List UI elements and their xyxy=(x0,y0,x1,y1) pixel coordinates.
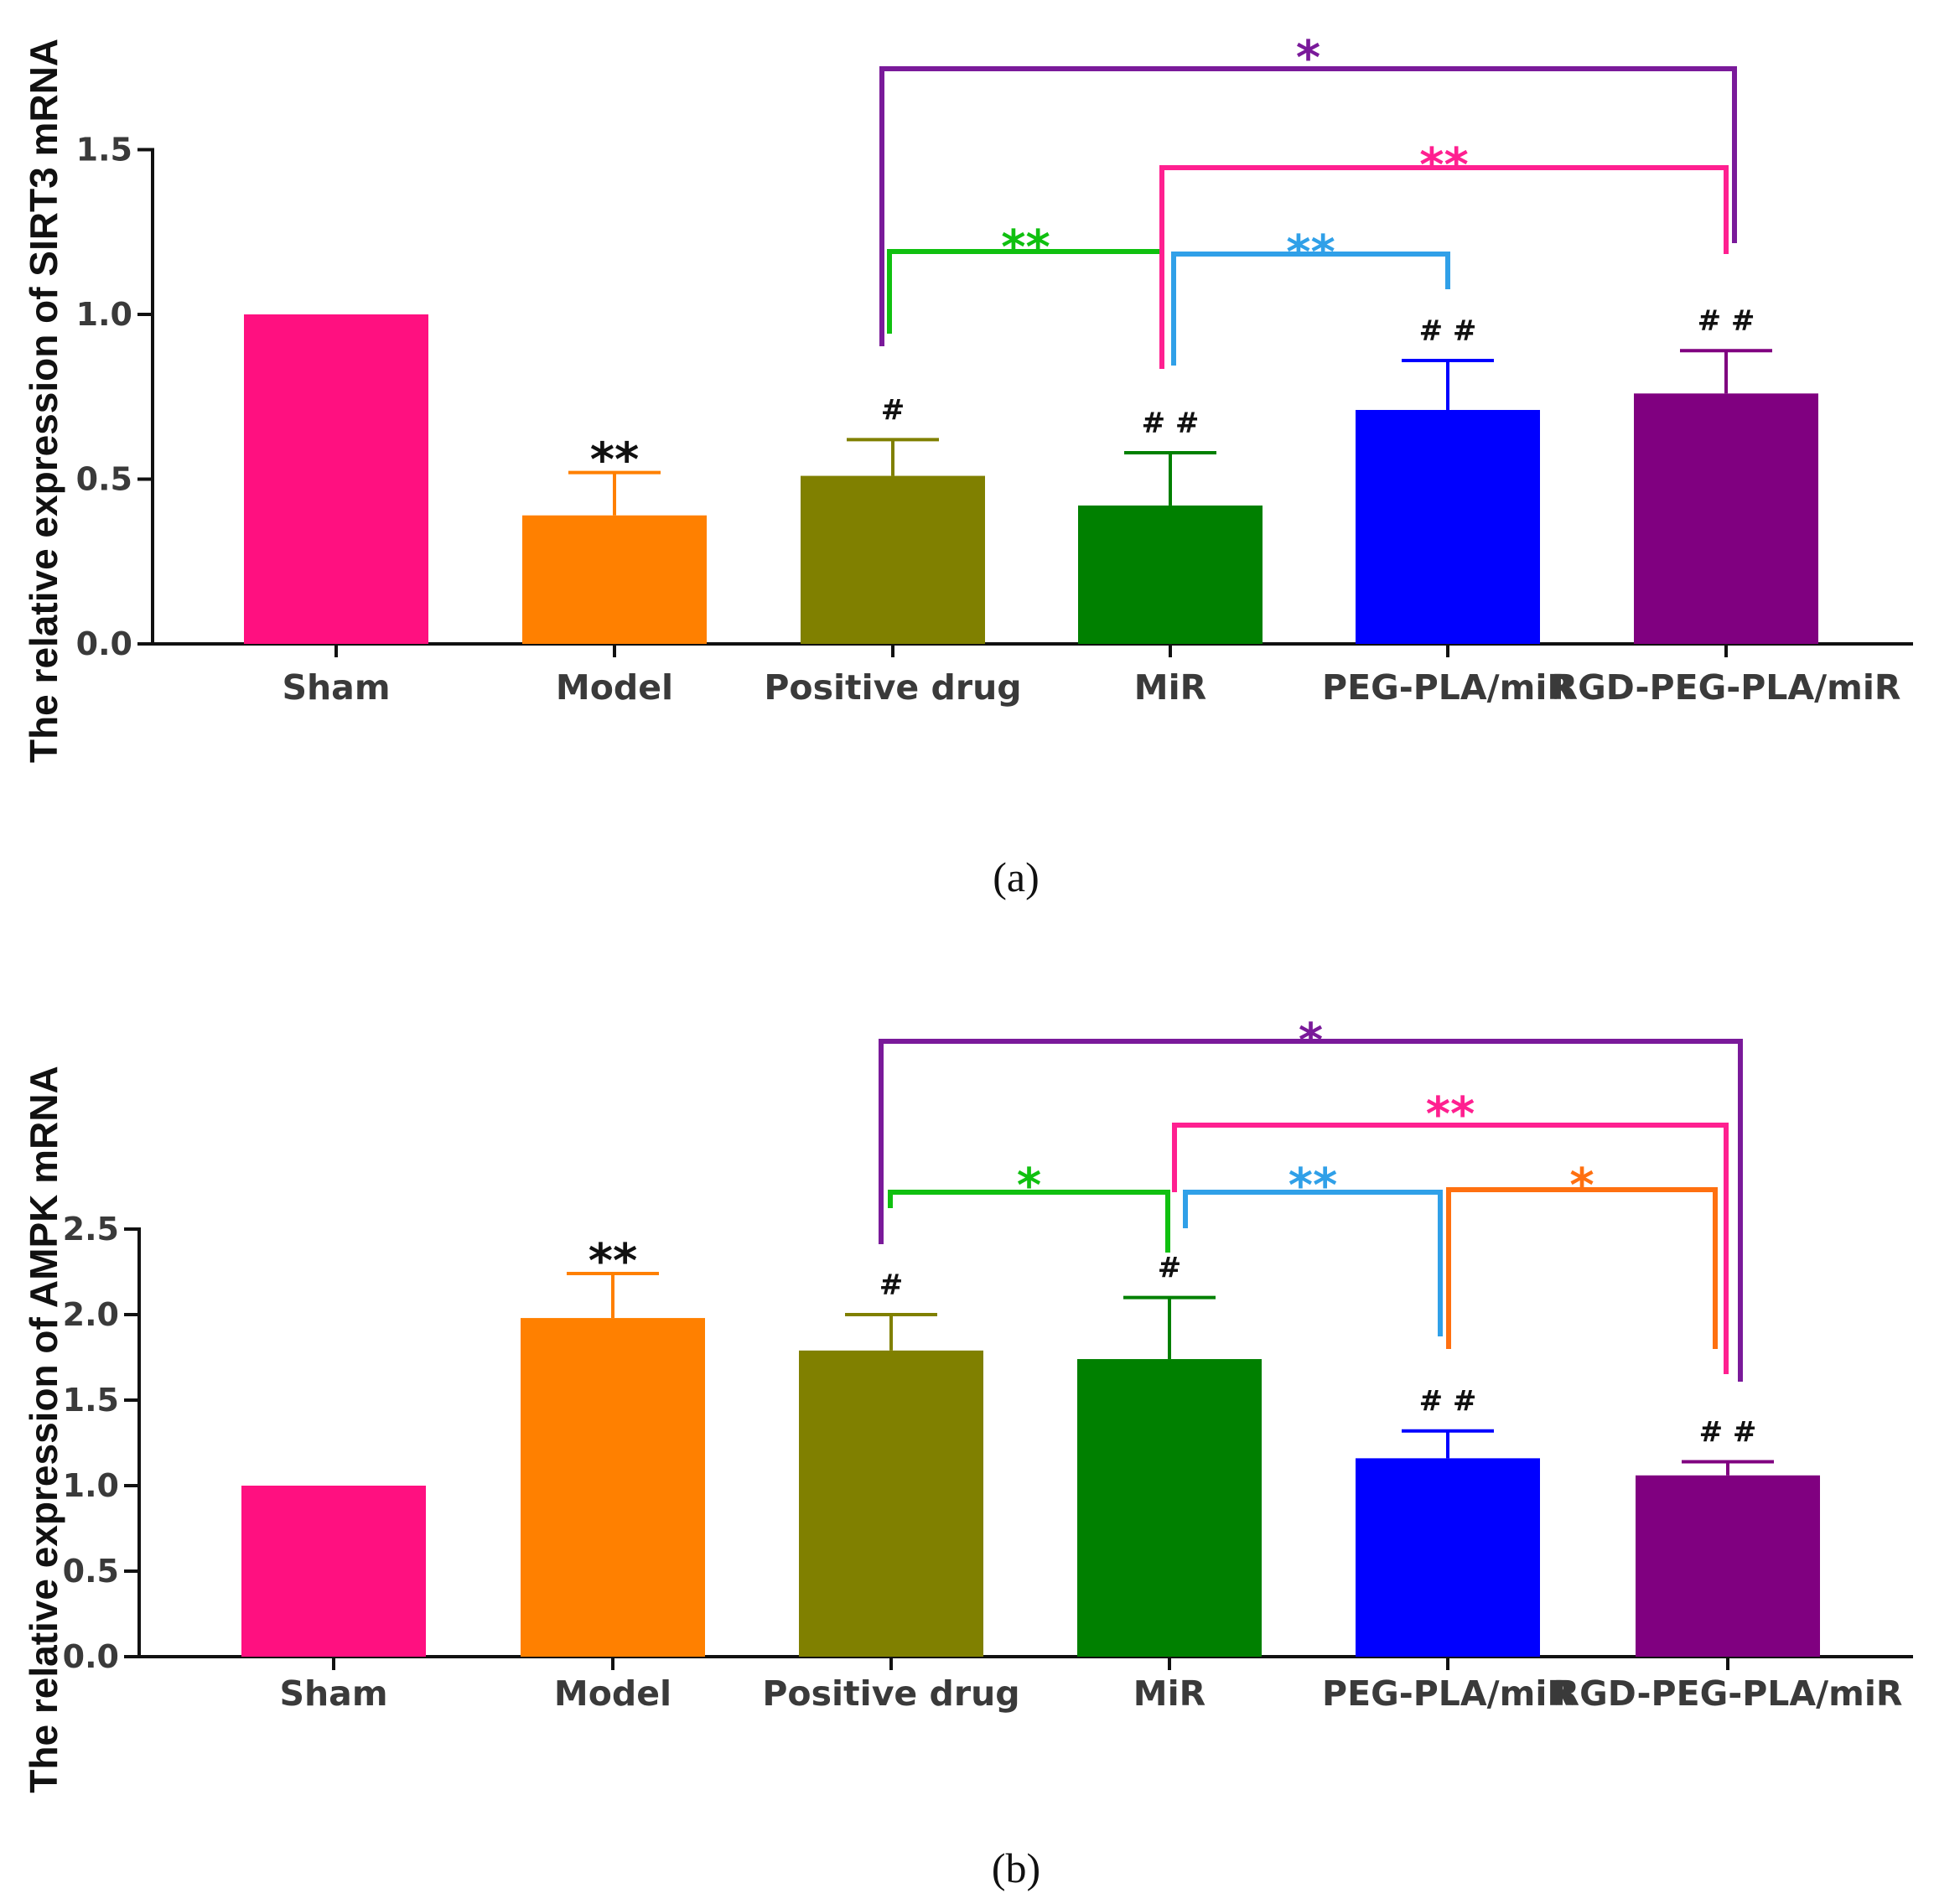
bracket-peg-pla-mir-vs-rgd-peg-pla-mir xyxy=(1446,1187,1718,1349)
significance-label-rgd-peg-pla-mir: # # xyxy=(1699,1415,1757,1449)
bar-positive-drug xyxy=(801,475,985,644)
significance-label-model: ** xyxy=(590,433,640,488)
significance-label-positive-drug: # xyxy=(881,393,905,427)
significance-label-rgd-peg-pla-mir: # # xyxy=(1698,304,1755,338)
panel-a-sirt3-chart: 0.0 0.5 1.0 1.5 The relative expression of S… xyxy=(22,31,1913,900)
bar-peg-pla-mir xyxy=(1356,409,1540,644)
category-label-positive-drug: Positive drug xyxy=(764,667,1021,708)
y-axis-title: The relative expression of SIRT3 mRNA xyxy=(22,39,65,763)
bar-sham xyxy=(244,314,428,644)
bar-sham xyxy=(241,1486,426,1657)
bracket-label-positive-drug-vs-mir: * xyxy=(1017,1159,1041,1213)
bracket-label-mir-vs-peg-pla-mir: ** xyxy=(1288,1159,1338,1213)
y-tick-label: 2.0 xyxy=(63,1296,119,1333)
bar-mir xyxy=(1077,1359,1262,1657)
significance-label-positive-drug: # xyxy=(879,1268,904,1302)
category-label-rgd-peg-pla-mir: RGD-PEG-PLA/miR xyxy=(1552,667,1901,708)
y-tick-label: 1.0 xyxy=(63,1467,119,1504)
significance-label-peg-pla-mir: # # xyxy=(1419,314,1477,348)
significance-label-peg-pla-mir: # # xyxy=(1419,1385,1477,1419)
y-tick-label: 0.5 xyxy=(76,461,132,498)
bracket-mir-vs-rgd-peg-pla-mir xyxy=(1159,165,1729,369)
bar-rgd-peg-pla-mir xyxy=(1634,393,1818,644)
y-tick-label: 0.5 xyxy=(63,1553,119,1590)
bracket-positive-drug-vs-mir xyxy=(888,1190,1170,1253)
category-label-peg-pla-mir: PEG-PLA/miR xyxy=(1322,667,1574,708)
bar-model xyxy=(521,1318,705,1657)
category-label-sham: Sham xyxy=(279,1673,387,1714)
category-label-mir: MiR xyxy=(1134,667,1206,708)
bracket-label-mir-vs-rgd-peg-pla-mir: ** xyxy=(1426,1087,1475,1142)
category-label-model: Model xyxy=(556,667,673,708)
significance-label-mir: # xyxy=(1158,1252,1182,1285)
bracket-label-mir-vs-peg-pla-mir: ** xyxy=(1286,226,1335,280)
significance-label-model: ** xyxy=(588,1234,638,1289)
significance-label-mir: # # xyxy=(1142,407,1200,440)
bracket-label-peg-pla-mir-vs-rgd-peg-pla-mir: * xyxy=(1569,1159,1594,1213)
panel-caption: (b) xyxy=(992,1844,1040,1891)
y-tick-label: 1.0 xyxy=(76,296,132,333)
bar-positive-drug xyxy=(799,1350,983,1657)
category-label-positive-drug: Positive drug xyxy=(762,1673,1019,1714)
y-tick-label: 1.5 xyxy=(76,132,132,169)
category-label-model: Model xyxy=(554,1673,671,1714)
bracket-mir-vs-peg-pla-mir xyxy=(1183,1190,1443,1336)
y-tick-label: 0.0 xyxy=(63,1638,119,1675)
bracket-positive-drug-vs-rgd-peg-pla-mir xyxy=(879,66,1737,346)
category-label-peg-pla-mir: PEG-PLA/miR xyxy=(1322,1673,1574,1714)
category-label-sham: Sham xyxy=(282,667,390,708)
bar-mir xyxy=(1078,505,1263,644)
bar-rgd-peg-pla-mir xyxy=(1636,1475,1820,1657)
bar-peg-pla-mir xyxy=(1356,1458,1540,1657)
bracket-mir-vs-rgd-peg-pla-mir xyxy=(1172,1123,1729,1374)
bracket-mir-vs-peg-pla-mir xyxy=(1171,252,1450,366)
category-label-rgd-peg-pla-mir: RGD-PEG-PLA/miR xyxy=(1553,1673,1903,1714)
y-tick-label: 2.5 xyxy=(63,1211,119,1248)
y-tick-label: 1.5 xyxy=(63,1382,119,1419)
bar-model xyxy=(522,515,707,644)
category-label-mir: MiR xyxy=(1133,1673,1206,1714)
bracket-label-positive-drug-vs-rgd-peg-pla-mir: * xyxy=(1299,1014,1323,1068)
bracket-label-positive-drug-vs-mir: ** xyxy=(1001,220,1050,275)
bracket-positive-drug-vs-rgd-peg-pla-mir xyxy=(879,1039,1743,1382)
bracket-label-positive-drug-vs-rgd-peg-pla-mir: * xyxy=(1296,31,1320,86)
panel-caption: (a) xyxy=(993,853,1040,900)
bracket-label-mir-vs-rgd-peg-pla-mir: ** xyxy=(1419,138,1469,193)
y-axis-title: The relative expression of AMPK mRNA xyxy=(22,1066,65,1792)
y-tick-label: 0.0 xyxy=(76,625,132,662)
